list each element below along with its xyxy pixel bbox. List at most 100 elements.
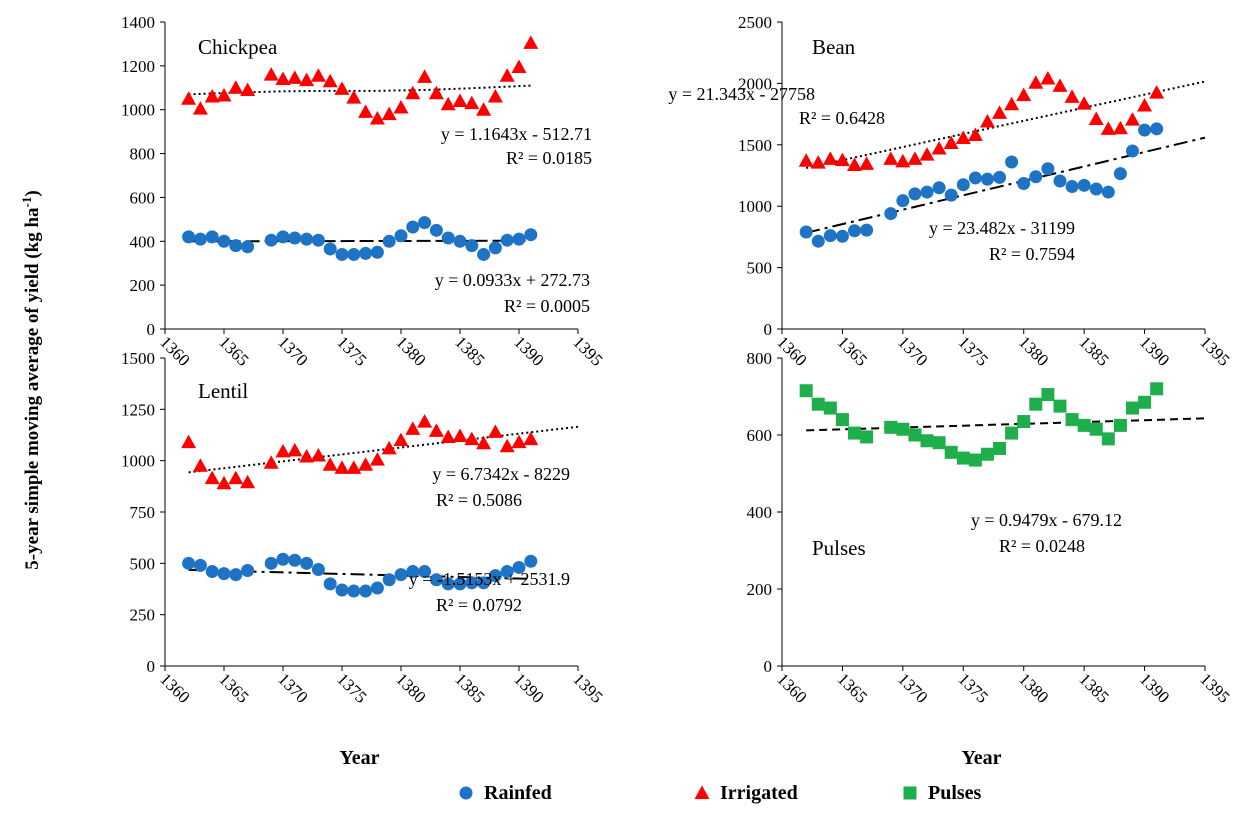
point-pulses [1113,418,1127,432]
point-irrigated [1076,96,1092,110]
point-rainfed [1113,167,1127,181]
y-tick-label: 800 [130,145,156,164]
point-irrigated [381,106,397,121]
point-rainfed [524,228,538,242]
point-rainfed [993,170,1007,184]
point-pulses [1138,395,1152,409]
point-rainfed [453,234,467,248]
x-tick-label: 1390 [1136,332,1173,369]
point-irrigated [181,91,197,105]
trendline-annotation: R² = 0.5086 [436,490,522,510]
point-rainfed [300,232,314,246]
point-pulses [811,397,825,411]
point-pulses [944,445,958,459]
y-tick-label: 750 [130,503,156,522]
y-tick-label: 200 [747,580,773,599]
point-irrigated [263,455,279,469]
point-pulses [968,453,982,467]
x-axis-title: Year [340,747,380,769]
point-irrigated [1149,85,1165,99]
point-pulses [1125,401,1139,415]
point-irrigated [822,151,838,165]
point-pulses [993,441,1007,455]
point-pulses [920,434,934,448]
point-pulses [1005,426,1019,440]
point-irrigated [452,428,468,443]
point-irrigated [1040,70,1056,85]
point-pulses [848,426,862,440]
point-irrigated [919,147,935,161]
point-rainfed [394,568,408,582]
point-rainfed [359,246,373,260]
point-rainfed [193,558,207,572]
trendline-irrigated [188,425,579,474]
point-rainfed [441,231,455,245]
point-pulses [908,428,922,442]
point-irrigated [1028,75,1044,89]
point-irrigated [428,85,444,100]
point-rainfed [370,245,384,259]
point-rainfed [896,194,910,208]
point-pulses [1150,382,1164,396]
point-rainfed [217,567,231,581]
point-rainfed [512,232,526,246]
point-rainfed [932,181,946,195]
point-rainfed [406,220,420,234]
y-tick-label: 1500 [121,349,155,368]
point-rainfed [205,230,219,244]
point-rainfed [835,229,849,243]
point-irrigated [417,414,433,428]
point-irrigated [1124,112,1140,126]
point-rainfed [1125,144,1139,158]
legend-marker-pulses [903,786,917,800]
x-tick-label: 1395 [569,332,606,369]
point-irrigated [992,105,1008,119]
point-rainfed [418,216,432,230]
point-irrigated [979,113,995,128]
point-rainfed [347,584,361,598]
panel-title: Bean [812,35,856,59]
point-irrigated [895,153,911,168]
point-rainfed [1101,185,1115,199]
point-irrigated [346,90,362,104]
point-irrigated [228,470,244,485]
point-irrigated [487,424,503,438]
y-tick-label: 400 [747,503,773,522]
point-irrigated [428,423,444,437]
point-rainfed [441,577,455,591]
point-rainfed [229,239,243,253]
point-rainfed [241,240,255,254]
point-rainfed [488,569,502,583]
x-tick-label: 1380 [1015,332,1052,369]
point-rainfed [370,581,384,595]
point-rainfed [1089,182,1103,196]
point-irrigated [299,449,315,463]
x-tick-label: 1375 [954,332,991,369]
point-rainfed [182,230,196,244]
point-rainfed [1017,176,1031,190]
point-irrigated [204,89,220,103]
y-tick-label: 0 [764,320,773,339]
trendline-annotation: R² = 0.0792 [436,595,522,615]
legend-marker-irrigated [694,785,710,799]
point-rainfed [394,229,408,243]
x-tick-label: 1385 [451,332,488,369]
point-irrigated [334,460,350,474]
trendline-annotation: R² = 0.0185 [506,148,592,168]
point-pulses [932,436,946,450]
point-rainfed [382,234,396,248]
point-rainfed [406,565,420,579]
chart-panel-chickpea: 0 200 400 600 800 1000 1200 1400 1360 1365 1370 137… [121,13,607,370]
point-rainfed [193,232,207,246]
point-rainfed [860,223,874,237]
y-tick-label: 0 [147,320,156,339]
point-irrigated [476,102,492,116]
point-irrigated [275,443,291,458]
point-irrigated [358,457,374,471]
point-rainfed [512,560,526,574]
point-rainfed [1053,174,1067,188]
point-rainfed [1138,123,1152,137]
point-irrigated [334,81,350,95]
point-rainfed [300,556,314,570]
point-rainfed [1077,178,1091,192]
